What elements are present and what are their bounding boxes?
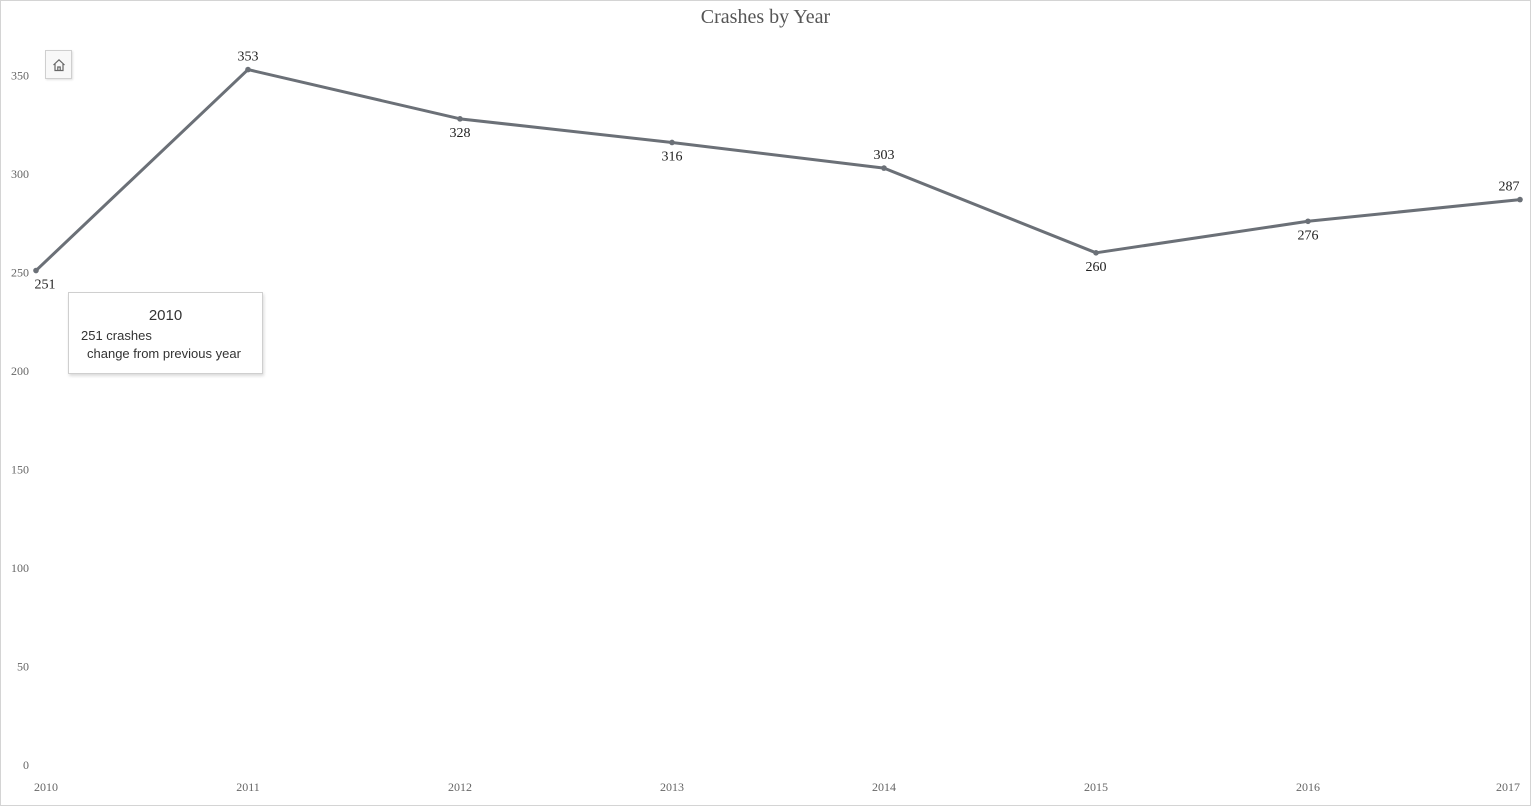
data-label: 251 xyxy=(35,278,56,293)
y-tick-label: 250 xyxy=(11,266,29,280)
data-labels: 251 353 328 316 303 260 276 287 xyxy=(35,50,1520,293)
y-tick-label: 300 xyxy=(11,167,29,181)
data-point[interactable] xyxy=(1305,218,1311,225)
data-points xyxy=(33,66,1523,274)
chart-title: Crashes by Year xyxy=(700,6,831,28)
data-label: 276 xyxy=(1298,228,1319,243)
data-point[interactable] xyxy=(1093,250,1099,256)
data-label: 260 xyxy=(1086,260,1107,275)
data-point[interactable] xyxy=(669,139,675,146)
tooltip: 2010 251 crashes change from previous ye… xyxy=(68,292,263,374)
home-icon xyxy=(52,58,65,71)
data-label: 303 xyxy=(874,148,895,163)
data-point[interactable] xyxy=(457,116,463,122)
y-tick-label: 150 xyxy=(11,463,29,477)
tooltip-title: 2010 xyxy=(148,307,183,324)
data-label: 328 xyxy=(450,126,471,141)
data-label: 287 xyxy=(1499,180,1520,195)
y-tick-label: 50 xyxy=(17,660,29,674)
y-tick-label: 100 xyxy=(11,561,29,575)
data-point[interactable] xyxy=(245,66,251,73)
data-point[interactable] xyxy=(33,267,39,274)
x-tick-label: 2010 xyxy=(34,780,58,794)
x-tick-label: 2015 xyxy=(1084,780,1108,794)
x-tick-label: 2017 xyxy=(1496,780,1520,794)
y-tick-label: 350 xyxy=(11,69,29,83)
y-tick-label: 0 xyxy=(23,758,29,772)
x-tick-label: 2014 xyxy=(872,780,896,794)
data-point[interactable] xyxy=(1517,196,1523,203)
x-axis: 2010 2011 2012 2013 2014 2015 2016 2017 xyxy=(34,780,1520,794)
tooltip-crashes: 251 crashes xyxy=(81,328,152,343)
data-label: 353 xyxy=(238,50,259,65)
y-tick-label: 200 xyxy=(11,364,29,378)
y-axis: 0 50 100 150 200 250 300 350 xyxy=(11,69,29,773)
x-tick-label: 2011 xyxy=(236,780,260,794)
data-label: 316 xyxy=(662,149,683,164)
tooltip-change: change from previous year xyxy=(87,346,241,361)
data-point[interactable] xyxy=(881,165,887,171)
x-tick-label: 2013 xyxy=(660,780,684,794)
series-line-crashes xyxy=(34,68,1522,273)
x-tick-label: 2016 xyxy=(1296,780,1320,794)
home-button[interactable] xyxy=(45,50,72,79)
x-tick-label: 2012 xyxy=(448,780,472,794)
